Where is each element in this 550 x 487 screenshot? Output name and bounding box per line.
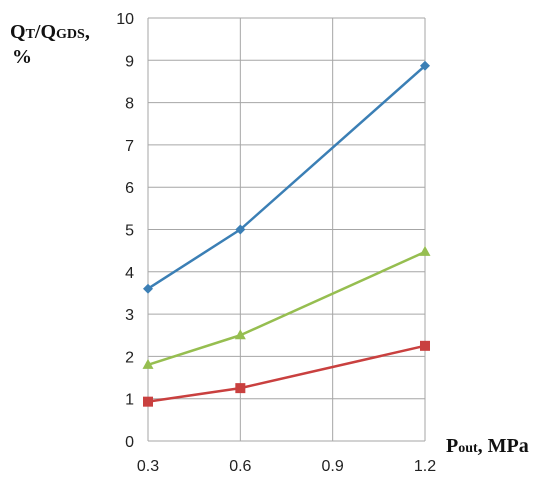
y-tick-label-8: 8 <box>125 96 134 113</box>
y-tick-label-5: 5 <box>125 223 134 240</box>
series-line-2 <box>147 344 426 403</box>
y-tick-label-7: 7 <box>125 138 134 155</box>
data-point-0-0 <box>143 283 153 294</box>
y-tick-label-6: 6 <box>125 180 134 197</box>
y-axis-title: QT/QGDS, <box>10 21 90 43</box>
series-layer <box>142 60 431 407</box>
series-line-1 <box>147 250 426 367</box>
x-axis-title-tail: , MPa <box>478 435 529 457</box>
x-tick-label-0: 0.3 <box>137 458 159 475</box>
y-axis-title-tail: , <box>85 21 90 43</box>
y-tick-label-0: 0 <box>125 434 134 451</box>
x-axis-title: Pout, MPa <box>446 435 529 457</box>
y-tick-label-4: 4 <box>125 265 134 282</box>
y-axis-title-sub2: GDS <box>56 27 85 42</box>
x-tick-label-1: 0.6 <box>229 458 251 475</box>
data-point-1-2 <box>419 245 431 256</box>
x-tick-label-3: 1.2 <box>414 458 436 475</box>
y-axis-title-slash: /Q <box>34 21 56 43</box>
data-point-2-0 <box>143 396 153 407</box>
y-tick-label-3: 3 <box>125 307 134 324</box>
data-point-1-1 <box>234 329 246 340</box>
x-axis-title-sub: out <box>458 441 478 456</box>
tick-labels: 0 1 2 3 4 5 6 7 8 9 10 0.3 0.6 0.9 1.2 <box>116 11 436 475</box>
y-tick-label-1: 1 <box>125 392 134 409</box>
y-axis-title-sub1: T <box>26 27 36 42</box>
data-point-0-1 <box>235 224 246 235</box>
y-tick-label-2: 2 <box>125 349 134 366</box>
data-point-0-2 <box>420 60 430 71</box>
data-point-2-2 <box>420 340 430 351</box>
y-tick-label-10: 10 <box>116 11 134 28</box>
series-line-0 <box>147 64 426 290</box>
y-tick-label-9: 9 <box>125 53 134 70</box>
data-point-2-1 <box>235 383 246 394</box>
x-axis-title-p: P <box>446 435 458 457</box>
y-axis-unit: % <box>12 46 32 68</box>
data-point-1-0 <box>142 358 154 369</box>
x-tick-label-2: 0.9 <box>322 458 344 475</box>
y-axis-title-q1: Q <box>10 21 26 43</box>
